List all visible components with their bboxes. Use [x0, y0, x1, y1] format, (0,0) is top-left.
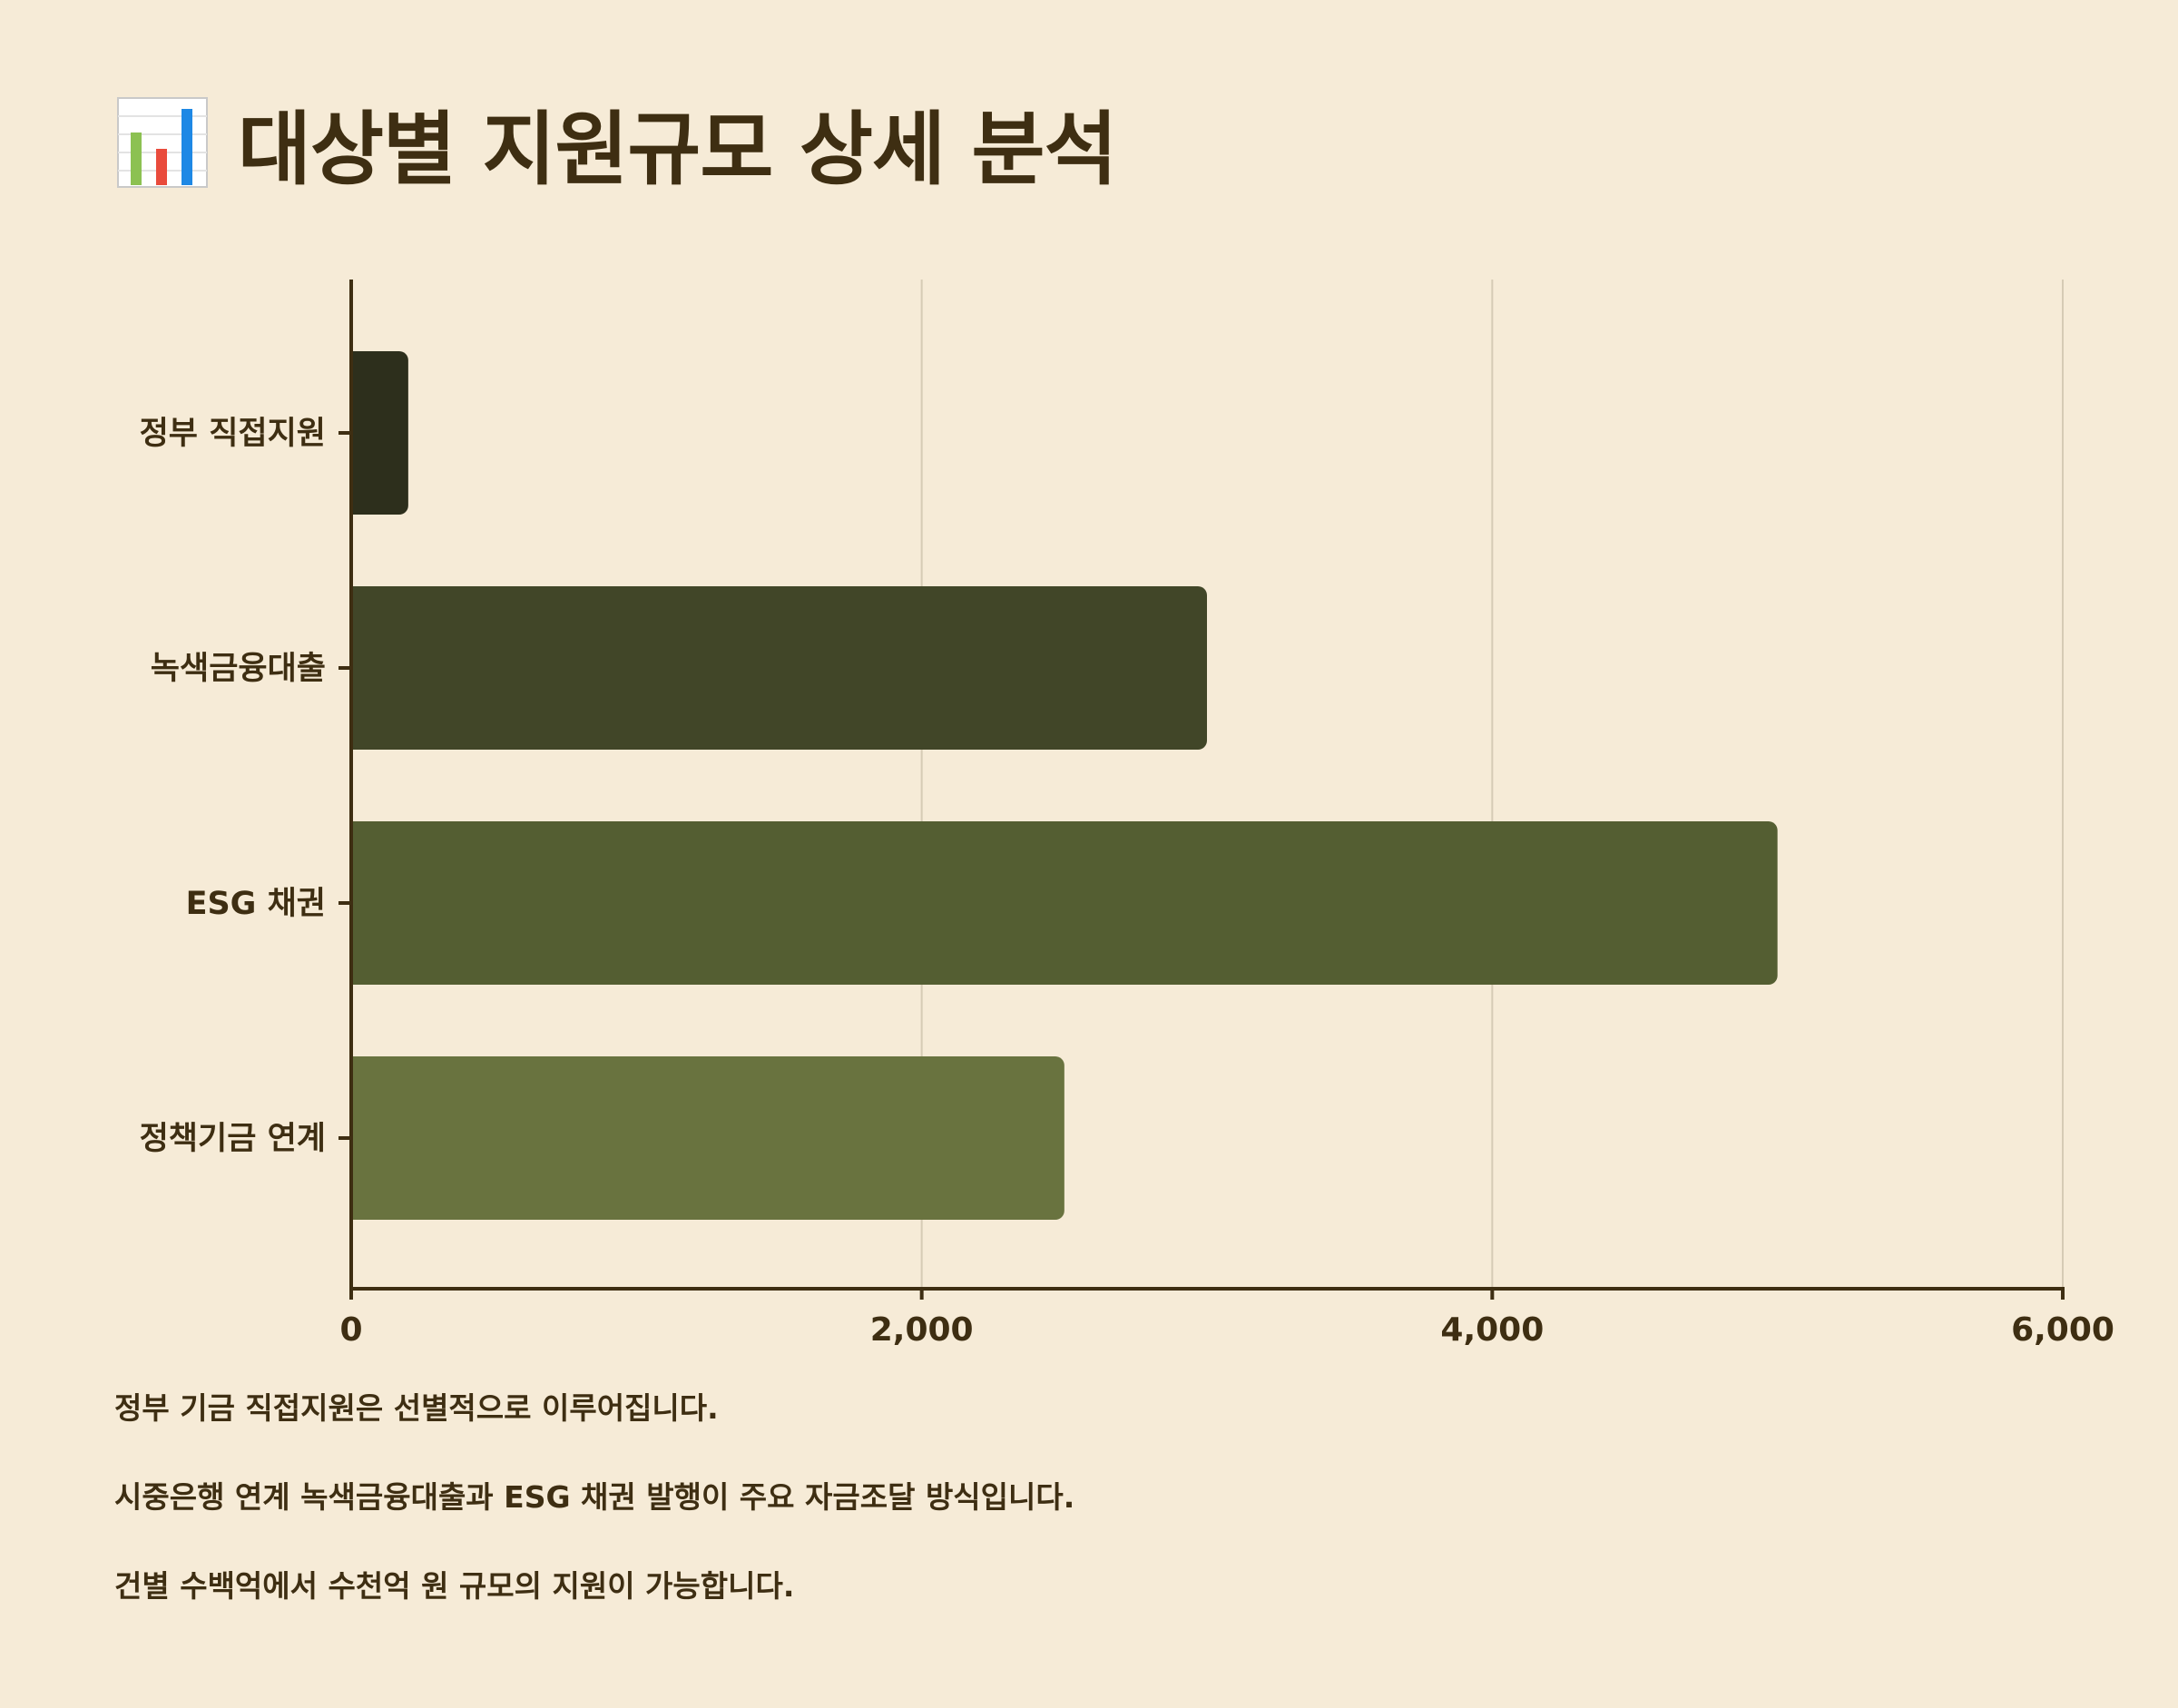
x-tick-label: 0: [339, 1311, 362, 1349]
category-label: 녹색금융대출: [151, 651, 326, 687]
note-item: 건별 수백억에서 수천억 원 규모의 지원이 가능합니다.: [114, 1568, 795, 1604]
bar-base: [351, 821, 364, 985]
page-title-text: 대상별 지원규모 상세 분석: [238, 102, 1117, 196]
notes-list: 정부 기금 직접지원은 선별적으로 이루어집니다. 시중은행 연계 녹색금융대출…: [114, 1387, 1074, 1654]
x-tick-label: 6,000: [2011, 1311, 2114, 1349]
category-label: ESG 채권: [186, 886, 326, 922]
bar: [351, 821, 1778, 985]
bar-chart-icon: [117, 97, 208, 188]
bar: [351, 586, 1207, 750]
x-tick-label: 4,000: [1440, 1311, 1544, 1349]
bar: [351, 351, 408, 515]
x-tick-label: 2,000: [870, 1311, 974, 1349]
bar-base: [351, 351, 364, 515]
note-item: 정부 기금 직접지원은 선별적으로 이루어집니다.: [114, 1390, 719, 1426]
bar-base: [351, 1056, 364, 1220]
page-title: 대상별 지원규모 상세 분석: [116, 83, 1117, 201]
bar: [351, 1056, 1064, 1220]
category-label: 정부 직접지원: [140, 416, 326, 452]
category-label: 정책기금 연계: [140, 1121, 326, 1157]
note-item: 시중은행 연계 녹색금융대출과 ESG 채권 발행이 주요 자금조달 방식입니다…: [114, 1479, 1075, 1515]
bar-base: [351, 586, 364, 750]
